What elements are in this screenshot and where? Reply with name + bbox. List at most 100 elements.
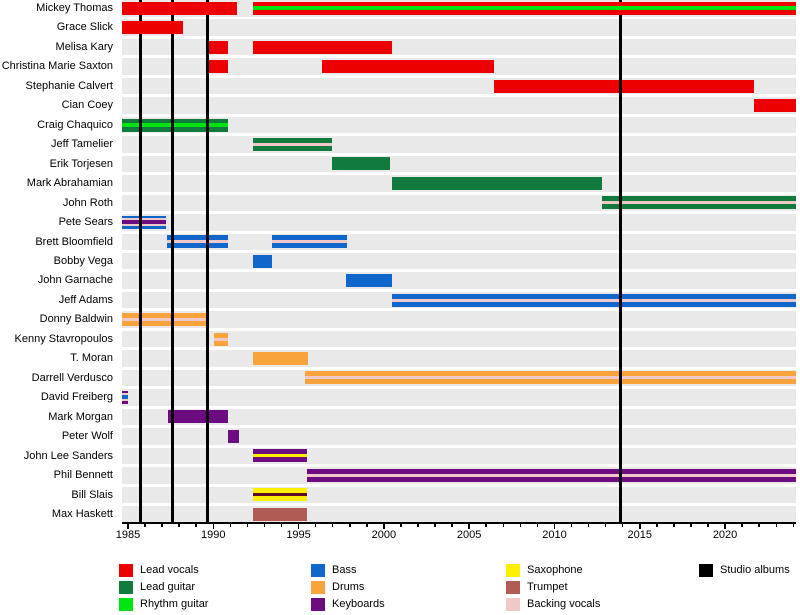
axis-minor-tick (656, 523, 658, 527)
instrument-stripe (392, 298, 796, 302)
member-bar (122, 390, 128, 404)
axis-minor-tick (161, 523, 163, 527)
member-bar (754, 99, 796, 113)
member-label: Brett Bloomfield (35, 235, 113, 248)
legend-swatch-trumpet (506, 580, 520, 594)
legend-label: Lead vocals (140, 563, 199, 576)
axis-major-tick (383, 523, 385, 529)
row-band (122, 311, 796, 328)
axis-minor-tick (263, 523, 266, 527)
axis-year-label: 2010 (542, 529, 567, 541)
member-bar (331, 157, 390, 171)
instrument-stripe (305, 376, 796, 380)
member-bar (493, 79, 755, 93)
member-label: Mark Morgan (48, 410, 113, 423)
studio-album-line (170, 0, 174, 522)
member-bar (392, 293, 796, 307)
member-bar (252, 352, 308, 366)
member-bar (252, 40, 393, 54)
axis-minor-tick (417, 523, 419, 527)
axis-minor-tick (331, 523, 334, 527)
instrument-stripe (122, 393, 128, 396)
row-band (122, 350, 796, 367)
legend-swatch-lead_vocals (119, 563, 133, 577)
instrument-stripe (214, 337, 228, 341)
legend-label: Backing vocals (527, 597, 601, 610)
member-label: Darrell Verdusco (31, 371, 113, 384)
axis-minor-tick (570, 523, 573, 527)
member-bar (307, 468, 796, 482)
instrument-stripe (307, 473, 796, 477)
member-label: John Garnache (37, 274, 113, 287)
row-band (122, 486, 796, 503)
axis-minor-tick (741, 523, 743, 527)
axis-minor-tick (195, 523, 197, 527)
row-band (122, 136, 796, 153)
member-bar (122, 313, 209, 327)
member-bar (252, 1, 796, 15)
axis-minor-tick (246, 523, 249, 527)
axis-minor-tick (775, 523, 777, 527)
legend-label: Keyboards (332, 597, 385, 610)
axis-year-label: 2015 (627, 529, 652, 541)
axis-minor-tick (519, 523, 522, 527)
member-bar (252, 488, 308, 502)
studio-album-line (205, 0, 209, 522)
axis-major-tick (639, 523, 641, 529)
axis-year-label: 2020 (712, 529, 738, 541)
row-band (122, 428, 796, 445)
member-bar (272, 235, 348, 249)
axis-minor-tick (621, 523, 624, 527)
instrument-stripe (602, 201, 796, 205)
instrument-stripe (252, 493, 308, 497)
axis-minor-tick (400, 523, 402, 527)
legend-swatch-bass (311, 563, 325, 577)
axis-minor-tick (673, 523, 675, 527)
axis-minor-tick (707, 523, 709, 527)
axis-minor-tick (451, 523, 453, 527)
member-bar (209, 60, 228, 74)
member-label: Erik Torjesen (49, 157, 113, 170)
row-band (122, 97, 796, 114)
member-bar (252, 507, 308, 521)
legend-label: Saxophone (527, 563, 583, 576)
instrument-stripe (122, 220, 166, 225)
axis-major-tick (127, 523, 129, 529)
studio-album-line (138, 0, 142, 522)
axis-major-tick (724, 523, 726, 529)
member-bar (167, 235, 228, 249)
axis-minor-tick (349, 523, 351, 527)
legend-swatch-backing_vocals (506, 597, 520, 611)
member-bar (209, 40, 228, 54)
member-bar (252, 254, 273, 268)
axis-major-tick (553, 523, 556, 529)
legend-swatch-rhythm_guitar (119, 597, 133, 611)
row-band (122, 505, 796, 523)
row-band (122, 116, 796, 134)
axis-minor-tick (604, 523, 607, 527)
x-axis-line (122, 522, 796, 524)
axis-year-label: 1990 (201, 529, 226, 541)
member-label: Craig Chaquico (37, 118, 113, 131)
row-band (122, 389, 796, 406)
studio-album-line (618, 0, 622, 522)
instrument-stripe (252, 6, 796, 11)
axis-major-tick (212, 523, 215, 529)
member-label: Pete Sears (58, 216, 113, 229)
member-label: Mickey Thomas (36, 2, 113, 14)
member-bar (252, 137, 332, 151)
legend-label: Rhythm guitar (140, 597, 209, 610)
axis-minor-tick (690, 523, 692, 527)
member-label: Jeff Adams (58, 293, 113, 306)
instrument-stripe (122, 399, 128, 402)
instrument-stripe (122, 123, 228, 127)
row-band (122, 272, 796, 289)
member-bar (214, 332, 228, 346)
legend-label: Drums (332, 580, 365, 593)
axis-minor-tick (144, 523, 146, 527)
row-band (122, 214, 796, 231)
legend-swatch-drums (311, 580, 325, 594)
instrument-stripe (122, 318, 209, 322)
member-bar (305, 371, 796, 385)
